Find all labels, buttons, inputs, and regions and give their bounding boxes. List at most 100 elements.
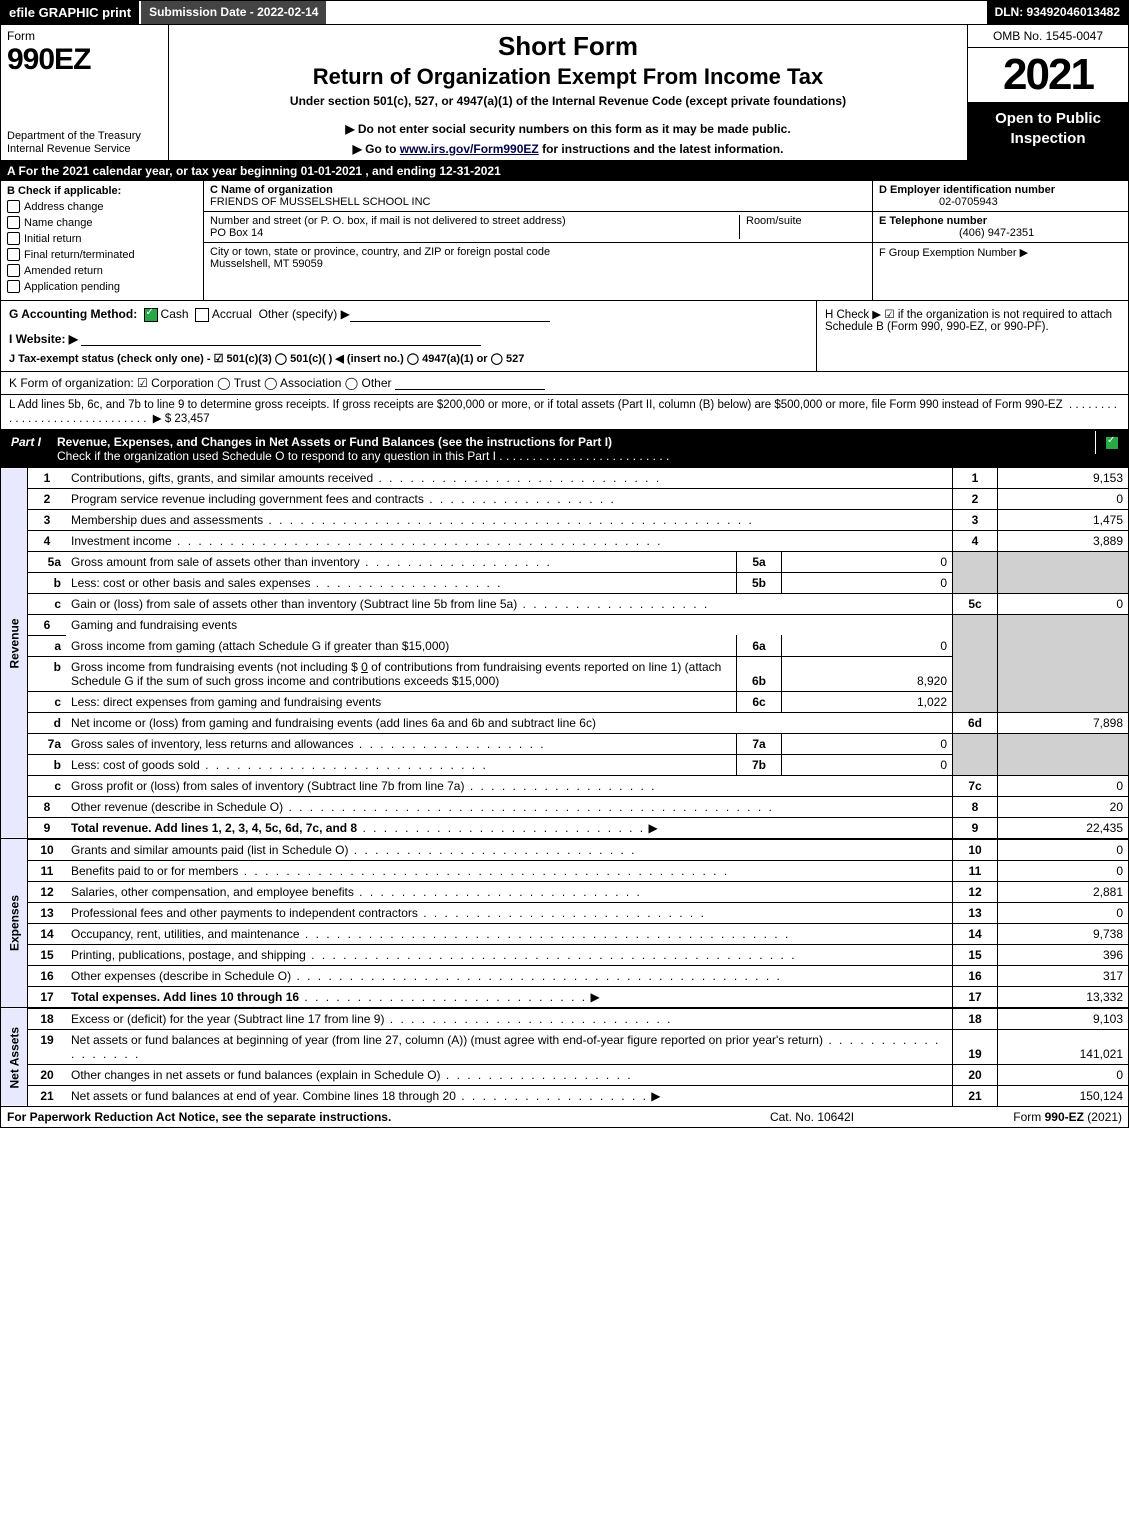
k-other-fill[interactable]	[395, 389, 545, 390]
line-num: 17	[28, 986, 67, 1008]
line-desc: Less: direct expenses from gaming and fu…	[66, 691, 737, 712]
form-header: Form 990EZ Department of the Treasury In…	[0, 25, 1129, 161]
line-desc: Gross income from gaming (attach Schedul…	[66, 635, 737, 656]
part-i-label: Part I	[1, 431, 51, 453]
cb-application-pending[interactable]: Application pending	[7, 280, 197, 293]
dln: DLN: 93492046013482	[987, 1, 1128, 24]
t: Less: cost or other basis and sales expe…	[71, 576, 310, 590]
part-i-text: Revenue, Expenses, and Changes in Net As…	[51, 431, 1095, 467]
cb-amended-return[interactable]: Amended return	[7, 264, 197, 277]
t: Other expenses (describe in Schedule O)	[71, 969, 291, 983]
cb-final-return[interactable]: Final return/terminated	[7, 248, 197, 261]
line-lbl: 18	[953, 1008, 998, 1030]
line-lbl: 2	[953, 488, 998, 509]
line-num: 19	[28, 1029, 67, 1064]
line-5c: c Gain or (loss) from sale of assets oth…	[1, 593, 1129, 614]
cb-label: Initial return	[24, 233, 81, 245]
grey-cell	[998, 733, 1129, 775]
phone-value: (406) 947-2351	[879, 227, 1034, 239]
line-amount: 13,332	[998, 986, 1129, 1008]
t: Investment income	[71, 534, 172, 548]
cb-initial-return[interactable]: Initial return	[7, 232, 197, 245]
line-lbl: 1	[953, 468, 998, 489]
t: Total revenue. Add lines 1, 2, 3, 4, 5c,…	[71, 821, 357, 835]
t: Benefits paid to or for members	[71, 864, 238, 878]
line-14: 14 Occupancy, rent, utilities, and maint…	[1, 923, 1129, 944]
line-num: 6	[28, 614, 67, 635]
inner-val: 0	[782, 635, 953, 656]
line-desc: Professional fees and other payments to …	[66, 902, 953, 923]
part-i-title: Revenue, Expenses, and Changes in Net As…	[57, 435, 612, 449]
line-num: 20	[28, 1064, 67, 1085]
header-right: OMB No. 1545-0047 2021 Open to Public In…	[968, 25, 1128, 160]
t: Grants and similar amounts paid (list in…	[71, 843, 348, 857]
h-text: H Check ▶ ☑ if the organization is not r…	[825, 309, 1112, 333]
cb-address-change[interactable]: Address change	[7, 200, 197, 213]
header-center: Short Form Return of Organization Exempt…	[169, 25, 968, 160]
org-name-row: C Name of organization FRIENDS OF MUSSEL…	[204, 181, 872, 212]
line-desc: Gross amount from sale of assets other t…	[66, 551, 737, 572]
check-icon	[1105, 436, 1119, 450]
k-text: K Form of organization: ☑ Corporation ◯ …	[9, 376, 392, 390]
l-text: L Add lines 5b, 6c, and 7b to line 9 to …	[9, 399, 1063, 411]
section-ghij: G Accounting Method: Cash Accrual Other …	[0, 301, 1129, 372]
cb-name-change[interactable]: Name change	[7, 216, 197, 229]
inner-lbl: 7a	[737, 733, 782, 754]
other-fill[interactable]	[350, 321, 550, 322]
form-number: 990EZ	[7, 43, 90, 76]
t: Net assets or fund balances at end of ye…	[71, 1089, 456, 1103]
expenses-side-label: Expenses	[1, 839, 28, 1008]
accrual-checkbox-icon[interactable]	[195, 308, 209, 322]
t: Occupancy, rent, utilities, and maintena…	[71, 927, 300, 941]
line-3: 3 Membership dues and assessments 3 1,47…	[1, 509, 1129, 530]
line-desc: Gross sales of inventory, less returns a…	[66, 733, 737, 754]
line-19: 19 Net assets or fund balances at beginn…	[1, 1029, 1129, 1064]
ssn-warning: ▶ Do not enter social security numbers o…	[179, 122, 957, 136]
line-amount: 0	[998, 488, 1129, 509]
cb-label: Amended return	[24, 265, 103, 277]
section-bcdef: B Check if applicable: Address change Na…	[0, 181, 1129, 301]
line-desc: Total expenses. Add lines 10 through 16 …	[66, 986, 953, 1008]
line-lbl: 3	[953, 509, 998, 530]
row-k: K Form of organization: ☑ Corporation ◯ …	[0, 372, 1129, 395]
line-amount: 0	[998, 1064, 1129, 1085]
inner-val: 0	[782, 551, 953, 572]
inner-val: 1,022	[782, 691, 953, 712]
line-desc: Gain or (loss) from sale of assets other…	[66, 593, 953, 614]
inner-lbl: 5a	[737, 551, 782, 572]
line-amount: 0	[998, 839, 1129, 861]
line-num: 2	[28, 488, 67, 509]
fr-a: Form	[1013, 1110, 1044, 1124]
street-row: Number and street (or P. O. box, if mail…	[204, 212, 872, 243]
line-6: 6 Gaming and fundraising events	[1, 614, 1129, 635]
group-exemption-label: F Group Exemption Number ▶	[879, 247, 1028, 259]
accrual-label: Accrual	[212, 307, 252, 321]
line-4: 4 Investment income 4 3,889	[1, 530, 1129, 551]
t: Other changes in net assets or fund bala…	[71, 1068, 441, 1082]
website-fill[interactable]	[81, 345, 481, 346]
open-inspection: Open to Public Inspection	[968, 103, 1128, 160]
t: Salaries, other compensation, and employ…	[71, 885, 354, 899]
line-lbl: 4	[953, 530, 998, 551]
line-num: 10	[28, 839, 67, 861]
line-lbl: 10	[953, 839, 998, 861]
line-amount: 0	[998, 902, 1129, 923]
cash-checkbox-icon[interactable]	[144, 308, 158, 322]
line-desc: Other expenses (describe in Schedule O)	[66, 965, 953, 986]
line-num: 1	[28, 468, 67, 489]
cb-label: Final return/terminated	[24, 249, 135, 261]
irs-link[interactable]: www.irs.gov/Form990EZ	[400, 142, 539, 156]
city-label: City or town, state or province, country…	[210, 246, 550, 258]
line-amount: 0	[998, 593, 1129, 614]
col-c: C Name of organization FRIENDS OF MUSSEL…	[204, 181, 873, 300]
part-i-check[interactable]	[1095, 431, 1128, 454]
ein-label: D Employer identification number	[879, 184, 1055, 196]
efile-print[interactable]: efile GRAPHIC print	[1, 1, 139, 24]
line-num: 12	[28, 881, 67, 902]
netassets-side-label: Net Assets	[1, 1008, 28, 1107]
g-label: G Accounting Method:	[9, 307, 137, 321]
line-amount: 396	[998, 944, 1129, 965]
part-i-sub: Check if the organization used Schedule …	[57, 449, 496, 463]
footer-cat: Cat. No. 10642I	[682, 1110, 942, 1124]
line-7a: 7a Gross sales of inventory, less return…	[1, 733, 1129, 754]
